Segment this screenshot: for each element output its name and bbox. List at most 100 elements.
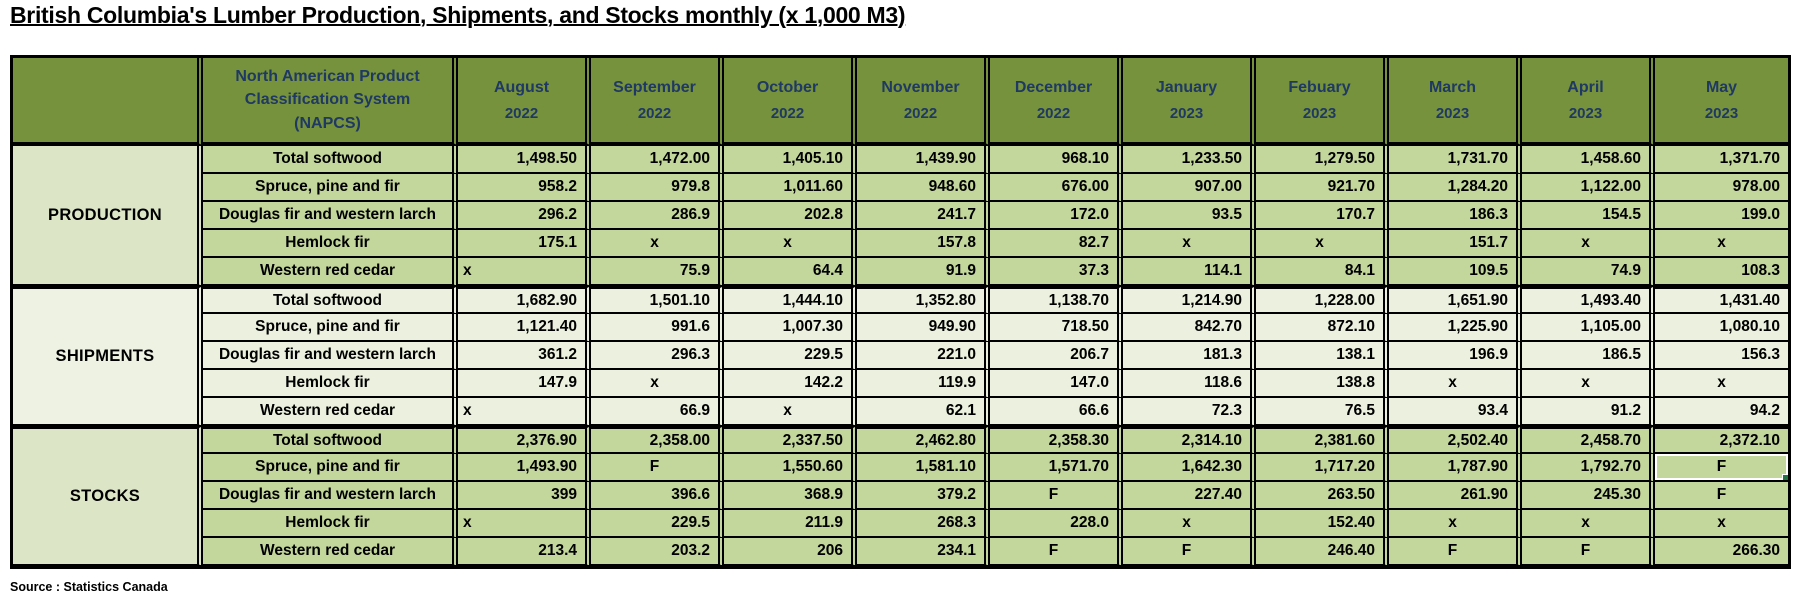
- data-cell[interactable]: 62.1: [857, 398, 990, 426]
- data-cell[interactable]: 676.00: [990, 174, 1123, 202]
- data-cell[interactable]: 263.50: [1256, 482, 1389, 510]
- month-header-cell[interactable]: April 2023: [1522, 58, 1655, 146]
- data-cell[interactable]: 1,717.20: [1256, 454, 1389, 482]
- data-cell[interactable]: 1,431.40: [1655, 286, 1788, 314]
- month-header-cell[interactable]: March 2023: [1389, 58, 1522, 146]
- data-cell[interactable]: 2,337.50: [724, 426, 857, 454]
- data-cell[interactable]: x: [1655, 510, 1788, 538]
- data-cell[interactable]: 142.2: [724, 370, 857, 398]
- data-cell[interactable]: 1,493.40: [1522, 286, 1655, 314]
- data-cell[interactable]: 245.30: [1522, 482, 1655, 510]
- data-cell[interactable]: F: [990, 482, 1123, 510]
- data-cell[interactable]: 118.6: [1123, 370, 1256, 398]
- data-cell[interactable]: 157.8: [857, 230, 990, 258]
- data-cell[interactable]: 76.5: [1256, 398, 1389, 426]
- data-cell[interactable]: 108.3: [1655, 258, 1788, 286]
- data-cell[interactable]: 1,279.50: [1256, 146, 1389, 174]
- data-cell[interactable]: 37.3: [990, 258, 1123, 286]
- month-header-cell[interactable]: December 2022: [990, 58, 1123, 146]
- data-cell[interactable]: 175.1: [458, 230, 591, 258]
- data-cell[interactable]: x: [591, 230, 724, 258]
- data-cell[interactable]: 1,138.70: [990, 286, 1123, 314]
- data-cell[interactable]: 268.3: [857, 510, 990, 538]
- section-label-stocks[interactable]: STOCKS: [13, 426, 203, 566]
- data-cell[interactable]: 842.70: [1123, 314, 1256, 342]
- data-cell[interactable]: 1,233.50: [1123, 146, 1256, 174]
- data-cell[interactable]: 227.40: [1123, 482, 1256, 510]
- section-label-production[interactable]: PRODUCTION: [13, 146, 203, 286]
- data-cell[interactable]: 968.10: [990, 146, 1123, 174]
- data-cell[interactable]: 1,493.90: [458, 454, 591, 482]
- month-header-cell[interactable]: September 2022: [591, 58, 724, 146]
- data-cell[interactable]: 181.3: [1123, 342, 1256, 370]
- data-cell[interactable]: 2,376.90: [458, 426, 591, 454]
- data-cell[interactable]: 229.5: [591, 510, 724, 538]
- data-cell[interactable]: 2,372.10: [1655, 426, 1788, 454]
- data-cell[interactable]: 978.00: [1655, 174, 1788, 202]
- data-cell[interactable]: x: [1123, 230, 1256, 258]
- data-cell[interactable]: 206: [724, 538, 857, 566]
- row-label-cell[interactable]: Hemlock fir: [203, 230, 458, 258]
- row-label-cell[interactable]: Douglas fir and western larch: [203, 342, 458, 370]
- data-cell[interactable]: x: [1389, 370, 1522, 398]
- data-cell[interactable]: x: [458, 258, 591, 286]
- data-cell[interactable]: 1,122.00: [1522, 174, 1655, 202]
- data-cell[interactable]: 2,358.00: [591, 426, 724, 454]
- data-cell[interactable]: x: [1256, 230, 1389, 258]
- month-header-cell[interactable]: August 2022: [458, 58, 591, 146]
- row-label-cell[interactable]: Spruce, pine and fir: [203, 174, 458, 202]
- data-cell[interactable]: 949.90: [857, 314, 990, 342]
- row-label-cell[interactable]: Total softwood: [203, 146, 458, 174]
- data-cell[interactable]: 296.2: [458, 202, 591, 230]
- data-cell[interactable]: 361.2: [458, 342, 591, 370]
- data-cell[interactable]: 199.0: [1655, 202, 1788, 230]
- data-cell[interactable]: 396.6: [591, 482, 724, 510]
- data-cell[interactable]: 261.90: [1389, 482, 1522, 510]
- data-cell[interactable]: 1,007.30: [724, 314, 857, 342]
- data-cell[interactable]: 94.2: [1655, 398, 1788, 426]
- data-cell[interactable]: 1,228.00: [1256, 286, 1389, 314]
- data-cell[interactable]: 152.40: [1256, 510, 1389, 538]
- corner-header-cell[interactable]: [13, 58, 203, 146]
- data-cell[interactable]: 203.2: [591, 538, 724, 566]
- data-cell[interactable]: 93.4: [1389, 398, 1522, 426]
- data-cell[interactable]: F: [1389, 538, 1522, 566]
- fill-handle[interactable]: [1782, 474, 1788, 480]
- data-cell[interactable]: 172.0: [990, 202, 1123, 230]
- row-label-cell[interactable]: Western red cedar: [203, 538, 458, 566]
- data-cell[interactable]: x: [1522, 230, 1655, 258]
- data-cell[interactable]: F: [990, 538, 1123, 566]
- row-label-cell[interactable]: Hemlock fir: [203, 370, 458, 398]
- data-cell[interactable]: 91.9: [857, 258, 990, 286]
- data-cell[interactable]: 368.9: [724, 482, 857, 510]
- month-header-cell[interactable]: November 2022: [857, 58, 990, 146]
- data-cell[interactable]: 1,642.30: [1123, 454, 1256, 482]
- data-cell[interactable]: 64.4: [724, 258, 857, 286]
- data-cell[interactable]: 907.00: [1123, 174, 1256, 202]
- data-cell[interactable]: 156.3: [1655, 342, 1788, 370]
- data-cell[interactable]: x: [458, 398, 591, 426]
- data-cell[interactable]: 266.30: [1655, 538, 1788, 566]
- data-cell[interactable]: 1,405.10: [724, 146, 857, 174]
- data-cell[interactable]: 286.9: [591, 202, 724, 230]
- data-cell[interactable]: 1,458.60: [1522, 146, 1655, 174]
- data-cell[interactable]: 1,121.40: [458, 314, 591, 342]
- row-label-cell[interactable]: Total softwood: [203, 286, 458, 314]
- row-label-cell[interactable]: Douglas fir and western larch: [203, 202, 458, 230]
- data-cell[interactable]: 1,571.70: [990, 454, 1123, 482]
- data-cell[interactable]: 1,284.20: [1389, 174, 1522, 202]
- data-cell[interactable]: 948.60: [857, 174, 990, 202]
- data-cell[interactable]: x: [1123, 510, 1256, 538]
- data-cell[interactable]: 186.3: [1389, 202, 1522, 230]
- row-label-cell[interactable]: Hemlock fir: [203, 510, 458, 538]
- data-cell[interactable]: 1,501.10: [591, 286, 724, 314]
- data-cell[interactable]: 202.8: [724, 202, 857, 230]
- data-cell[interactable]: 1,371.70: [1655, 146, 1788, 174]
- data-cell[interactable]: 229.5: [724, 342, 857, 370]
- data-cell[interactable]: 2,458.70: [1522, 426, 1655, 454]
- data-cell[interactable]: 1,651.90: [1389, 286, 1522, 314]
- data-cell[interactable]: 151.7: [1389, 230, 1522, 258]
- data-cell[interactable]: 1,731.70: [1389, 146, 1522, 174]
- data-cell[interactable]: x: [1655, 230, 1788, 258]
- data-cell[interactable]: 2,358.30: [990, 426, 1123, 454]
